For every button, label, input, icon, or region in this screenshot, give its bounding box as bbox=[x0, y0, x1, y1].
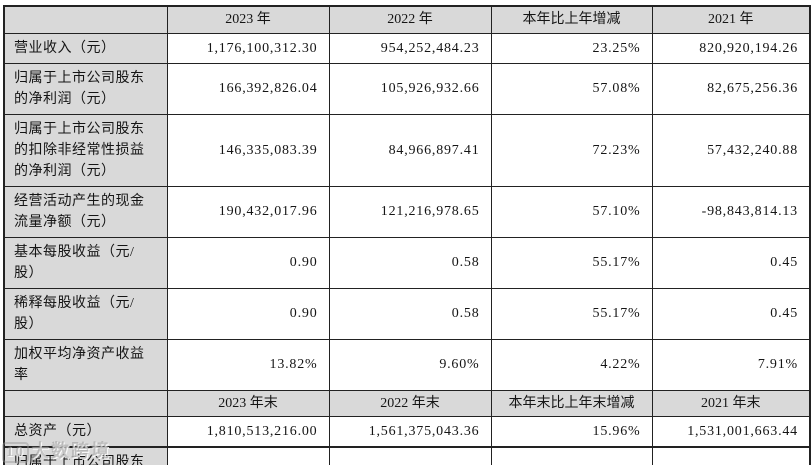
value-change: 55.17% bbox=[490, 236, 653, 289]
value-2022: 954,252,484.23 bbox=[328, 32, 492, 64]
row-label: 归属于上市公司股东 的扣除非经常性损益 的净利润（元） bbox=[3, 113, 168, 187]
table-row-total-assets: 总资产（元） 1,810,513,216.00 1,561,375,043.36… bbox=[3, 415, 811, 448]
value-2021: 820,920,194.26 bbox=[651, 32, 811, 64]
column-header-2021: 2021 年 bbox=[651, 5, 811, 34]
column-header-2023-yearend: 2023 年末 bbox=[166, 389, 330, 417]
corner-cell bbox=[3, 389, 168, 417]
value-2023: 0.90 bbox=[166, 287, 330, 340]
annual-header-row: 2023 年 2022 年 本年比上年增减 2021 年 bbox=[3, 5, 811, 34]
table-row-net-profit-excl-nonrecurring: 归属于上市公司股东 的扣除非经常性损益 的净利润（元） 146,335,083.… bbox=[3, 113, 811, 187]
value-2023: 1,268,051,118.44 bbox=[166, 446, 330, 465]
value-2023: 13.82% bbox=[166, 338, 330, 391]
table-row-net-assets: 归属于上市公司股东 的净资产（元） 1,268,051,118.44 1,137… bbox=[3, 446, 811, 465]
value-2021: 0.45 bbox=[651, 287, 811, 340]
row-label: 稀释每股收益（元/ 股） bbox=[3, 287, 168, 340]
value-change: 72.23% bbox=[490, 113, 653, 187]
yearend-header-row: 2023 年末 2022 年末 本年末比上年末增减 2021 年末 bbox=[3, 389, 811, 417]
row-label: 营业收入（元） bbox=[3, 32, 168, 64]
value-2023: 166,392,826.04 bbox=[166, 62, 330, 115]
value-2022: 0.58 bbox=[328, 236, 492, 289]
table-row-basic-eps: 基本每股收益（元/ 股） 0.90 0.58 55.17% 0.45 bbox=[3, 236, 811, 289]
value-2022: 9.60% bbox=[328, 338, 492, 391]
value-2022: 0.58 bbox=[328, 287, 492, 340]
value-2023: 1,176,100,312.30 bbox=[166, 32, 330, 64]
value-2023: 190,432,017.96 bbox=[166, 185, 330, 238]
value-change: 23.25% bbox=[490, 32, 653, 64]
row-label: 总资产（元） bbox=[3, 415, 168, 448]
row-label: 归属于上市公司股东 的净资产（元） bbox=[3, 446, 168, 465]
value-2022: 1,561,375,043.36 bbox=[328, 415, 492, 448]
value-change: 55.17% bbox=[490, 287, 653, 340]
value-2022: 121,216,978.65 bbox=[328, 185, 492, 238]
value-2022: 1,137,627,403.13 bbox=[328, 446, 492, 465]
column-header-2022: 2022 年 bbox=[328, 5, 492, 34]
table-row-weighted-avg-roe: 加权平均净资产收益 率 13.82% 9.60% 4.22% 7.91% bbox=[3, 338, 811, 391]
value-2023: 1,810,513,216.00 bbox=[166, 415, 330, 448]
value-change: 57.10% bbox=[490, 185, 653, 238]
table-row-revenue: 营业收入（元） 1,176,100,312.30 954,252,484.23 … bbox=[3, 32, 811, 64]
column-header-2022-yearend: 2022 年末 bbox=[328, 389, 492, 417]
value-2022: 105,926,932.66 bbox=[328, 62, 492, 115]
value-2021: 0.45 bbox=[651, 236, 811, 289]
column-header-yearend-change: 本年末比上年末增减 bbox=[490, 389, 653, 417]
table-row-diluted-eps: 稀释每股收益（元/ 股） 0.90 0.58 55.17% 0.45 bbox=[3, 287, 811, 340]
value-change: 57.08% bbox=[490, 62, 653, 115]
value-2023: 0.90 bbox=[166, 236, 330, 289]
column-header-yoy-change: 本年比上年增减 bbox=[490, 5, 653, 34]
corner-cell bbox=[3, 5, 168, 34]
table-row-net-profit: 归属于上市公司股东 的净利润（元） 166,392,826.04 105,926… bbox=[3, 62, 811, 115]
row-label: 归属于上市公司股东 的净利润（元） bbox=[3, 62, 168, 115]
value-2021: -98,843,814.13 bbox=[651, 185, 811, 238]
table-row-operating-cash-flow: 经营活动产生的现金 流量净额（元） 190,432,017.96 121,216… bbox=[3, 185, 811, 238]
row-label: 经营活动产生的现金 流量净额（元） bbox=[3, 185, 168, 238]
value-change: 11.46% bbox=[490, 446, 653, 465]
financial-summary-table: 2023 年 2022 年 本年比上年增减 2021 年 营业收入（元） 1,1… bbox=[3, 5, 811, 465]
value-2021: 1,068,537,270.47 bbox=[651, 446, 811, 465]
column-header-2023: 2023 年 bbox=[166, 5, 330, 34]
row-label: 加权平均净资产收益 率 bbox=[3, 338, 168, 391]
value-2021: 7.91% bbox=[651, 338, 811, 391]
row-label: 基本每股收益（元/ 股） bbox=[3, 236, 168, 289]
value-2021: 82,675,256.36 bbox=[651, 62, 811, 115]
value-2021: 57,432,240.88 bbox=[651, 113, 811, 187]
value-2022: 84,966,897.41 bbox=[328, 113, 492, 187]
value-2023: 146,335,083.39 bbox=[166, 113, 330, 187]
value-change: 15.96% bbox=[490, 415, 653, 448]
column-header-2021-yearend: 2021 年末 bbox=[651, 389, 811, 417]
value-change: 4.22% bbox=[490, 338, 653, 391]
value-2021: 1,531,001,663.44 bbox=[651, 415, 811, 448]
